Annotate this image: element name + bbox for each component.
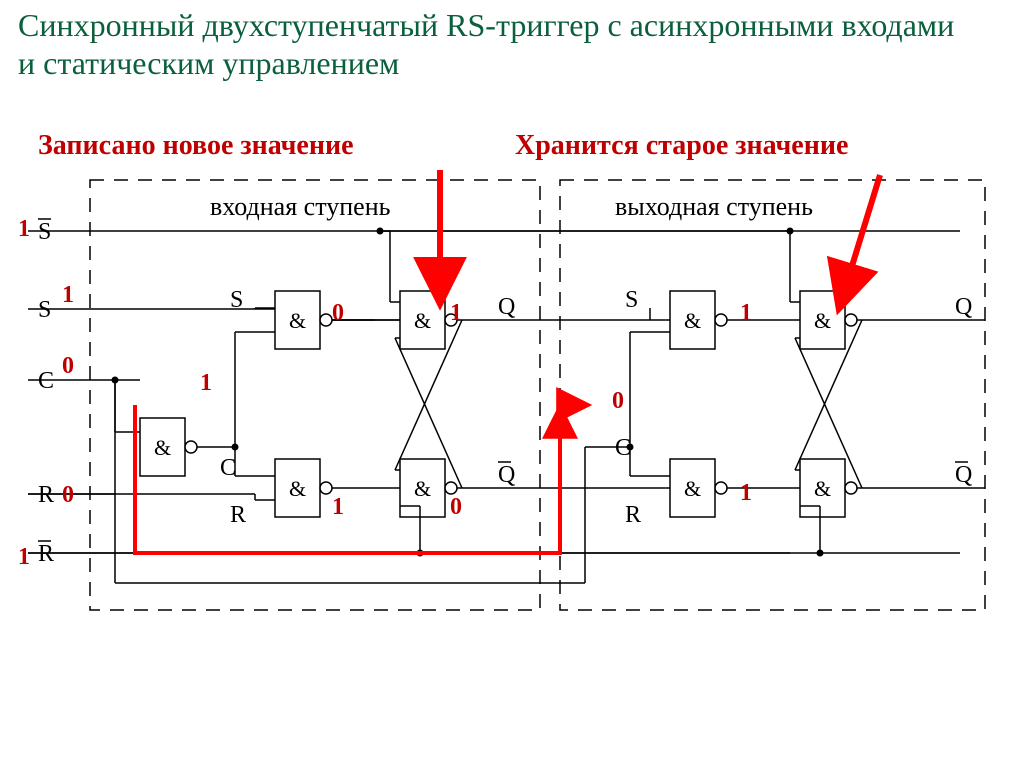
svg-text:выходная ступень: выходная ступень: [615, 192, 813, 221]
svg-text:&: &: [814, 476, 831, 501]
value-left_S_bar: 1: [18, 216, 30, 242]
svg-text:&: &: [414, 308, 431, 333]
svg-text:C: C: [220, 455, 236, 481]
value-left_R_bar: 1: [18, 544, 30, 570]
svg-text:S: S: [38, 297, 51, 323]
svg-text:входная ступень: входная ступень: [210, 192, 391, 221]
arrow-right-icon: [840, 175, 880, 305]
svg-text:&: &: [814, 308, 831, 333]
svg-text:S: S: [230, 287, 243, 313]
value-left_C: 0: [62, 353, 74, 379]
value-latch_Q: 1: [450, 300, 462, 326]
svg-text:&: &: [289, 308, 306, 333]
value-right_C: 0: [612, 388, 624, 414]
value-inv_out: 1: [200, 370, 212, 396]
svg-text:Q: Q: [498, 462, 515, 488]
value-nand_R_out: 1: [332, 494, 344, 520]
svg-text:Q: Q: [955, 462, 972, 488]
svg-text:R: R: [38, 482, 54, 508]
svg-text:R: R: [38, 541, 54, 567]
svg-text:S: S: [38, 219, 51, 245]
value-right_nand_R_out: 1: [740, 480, 752, 506]
svg-text:Q: Q: [955, 294, 972, 320]
signal-path-icon: [135, 405, 585, 553]
svg-text:&: &: [684, 476, 701, 501]
value-left_R: 0: [62, 482, 74, 508]
svg-text:R: R: [625, 502, 641, 528]
svg-text:Q: Q: [498, 294, 515, 320]
value-latch_Qbar: 0: [450, 494, 462, 520]
svg-text:&: &: [154, 435, 171, 460]
svg-text:&: &: [289, 476, 306, 501]
value-nand_S_out: 0: [332, 300, 344, 326]
value-left_S: 1: [62, 282, 74, 308]
svg-text:&: &: [684, 308, 701, 333]
svg-text:&: &: [414, 476, 431, 501]
svg-text:C: C: [38, 368, 54, 394]
value-right_nand_S_out: 1: [740, 300, 752, 326]
svg-text:S: S: [625, 287, 638, 313]
svg-text:R: R: [230, 502, 246, 528]
circuit-diagram: входная ступеньвыходная ступеньSSCRR&SCR…: [0, 0, 1024, 767]
